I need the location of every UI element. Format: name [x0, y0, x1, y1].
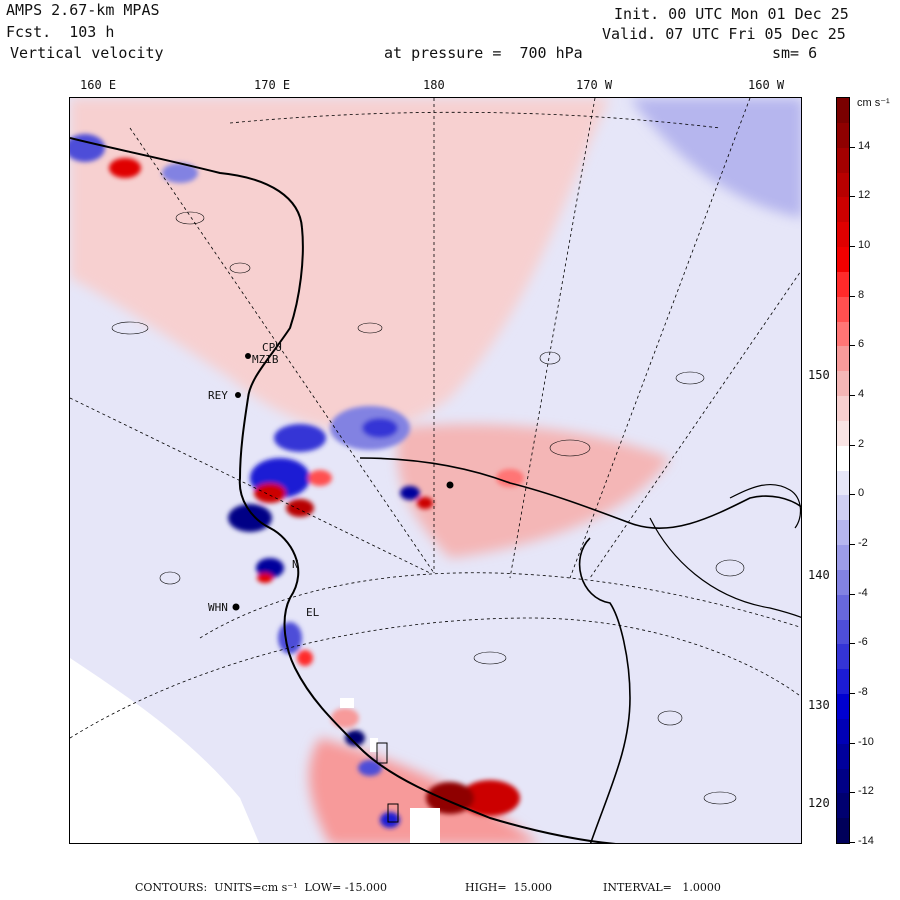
colorbar-label: 6	[858, 338, 865, 351]
colorbar-tick	[850, 842, 855, 843]
colorbar-label: -8	[858, 686, 868, 698]
station-markers	[232, 353, 454, 611]
footer-contours: CONTOURS: UNITS=cm s⁻¹ LOW= -15.000	[135, 881, 388, 894]
colorbar-label: -12	[858, 785, 874, 798]
colorbar-label: 14	[858, 139, 871, 152]
colorbar-segment	[837, 271, 849, 298]
station-label-rey[interactable]: REY	[208, 389, 228, 402]
colorbar-segment	[837, 197, 849, 223]
colorbar-segment	[837, 520, 849, 546]
no-data-region	[70, 658, 260, 843]
colorbar-segment	[837, 296, 849, 322]
station-label-cpu[interactable]: CPU	[262, 341, 282, 354]
upward-motion-region	[70, 98, 610, 432]
colorbar-label: -2	[858, 537, 868, 549]
colorbar-tick	[850, 345, 855, 347]
field-name: Vertical velocity	[10, 44, 164, 62]
colorbar-label: -10	[858, 735, 874, 748]
colorbar-segment	[837, 793, 849, 819]
colorbar-tick	[850, 395, 855, 396]
forecast-hour: Fcst. 103 h	[6, 23, 115, 41]
colorbar-segment	[837, 669, 849, 695]
colorbar-label: 2	[858, 437, 865, 450]
colorbar-segment	[837, 321, 849, 347]
pressure-level: at pressure = 700 hPa	[384, 44, 583, 62]
lon-tick-160w: 160 W	[748, 78, 785, 92]
colorbar-segment	[837, 818, 849, 844]
colorbar-tick	[850, 593, 855, 595]
colorbar-tick	[850, 196, 855, 198]
mountain-wave-features	[70, 134, 524, 828]
terrain-boxes	[376, 742, 399, 823]
colorbar-segment	[837, 644, 849, 670]
colorbar-segment	[837, 396, 849, 422]
colorbar	[836, 97, 850, 844]
lon-tick-170w: 170 W	[576, 78, 613, 92]
colorbar-tick	[850, 792, 855, 794]
colorbar-segment	[837, 346, 849, 372]
colorbar-segment	[837, 420, 849, 447]
coastline	[70, 137, 801, 843]
downward-motion-region	[630, 98, 801, 218]
colorbar-tick	[850, 494, 855, 496]
colorbar-segment	[837, 98, 849, 124]
colorbar-segment	[837, 371, 849, 397]
vertical-velocity-field	[70, 98, 801, 843]
colorbar-segment	[837, 445, 849, 471]
station-label-n[interactable]: N	[292, 558, 299, 571]
station-label-el[interactable]: EL	[306, 606, 320, 619]
map-panel[interactable]: MZIB CPU REY WHN N EL	[69, 97, 802, 844]
station-label-whn[interactable]: WHN	[208, 601, 228, 614]
colorbar-tick	[850, 742, 855, 744]
colorbar-segment	[837, 594, 849, 620]
colorbar-segment	[837, 569, 849, 596]
lon-tick-160e: 160 E	[80, 78, 117, 92]
lon-tick-180: 180	[423, 78, 445, 92]
valid-time: Valid. 07 UTC Fri 05 Dec 25	[602, 25, 846, 43]
terrain-gaps	[340, 698, 440, 843]
colorbar-segment	[837, 222, 849, 248]
colorbar-segment	[837, 545, 849, 571]
colorbar-tick	[850, 693, 855, 694]
colorbar-units: cm s⁻¹	[857, 97, 890, 109]
lon-tick-170e: 170 E	[254, 78, 291, 92]
colorbar-label: 0	[858, 487, 865, 500]
colorbar-label: -14	[858, 835, 874, 847]
colorbar-label: -6	[858, 636, 868, 649]
colorbar-label: 12	[858, 189, 871, 202]
lat-lon-grid	[70, 98, 801, 739]
smoothing-value: sm= 6	[772, 44, 818, 62]
footer-interval: INTERVAL= 1.0000	[603, 881, 721, 894]
colorbar-tick	[850, 146, 855, 148]
colorbar-segment	[837, 718, 849, 745]
model-title: AMPS 2.67-km MPAS	[6, 1, 160, 19]
colorbar-segment	[837, 172, 849, 198]
colorbar-tick	[850, 246, 855, 247]
colorbar-tick	[850, 295, 855, 297]
colorbar-label: 4	[858, 388, 865, 400]
colorbar-segment	[837, 743, 849, 769]
station-label-mzib[interactable]: MZIB	[252, 353, 279, 366]
init-time: Init. 00 UTC Mon 01 Dec 25	[614, 5, 849, 23]
colorbar-segment	[837, 147, 849, 173]
colorbar-label: 10	[858, 239, 871, 251]
colorbar-segment	[837, 470, 849, 496]
contour-lines	[111, 211, 745, 805]
colorbar-tick	[850, 444, 855, 446]
colorbar-segment	[837, 495, 849, 521]
colorbar-tick	[850, 544, 855, 545]
colorbar-segment	[837, 247, 849, 273]
colorbar-label: 8	[858, 288, 865, 301]
colorbar-segment	[837, 694, 849, 720]
footer-high: HIGH= 15.000	[465, 881, 553, 894]
colorbar-segment	[837, 619, 849, 645]
colorbar-segment	[837, 768, 849, 794]
colorbar-segment	[837, 122, 849, 149]
colorbar-tick	[850, 643, 855, 645]
colorbar-label: -4	[858, 586, 868, 599]
